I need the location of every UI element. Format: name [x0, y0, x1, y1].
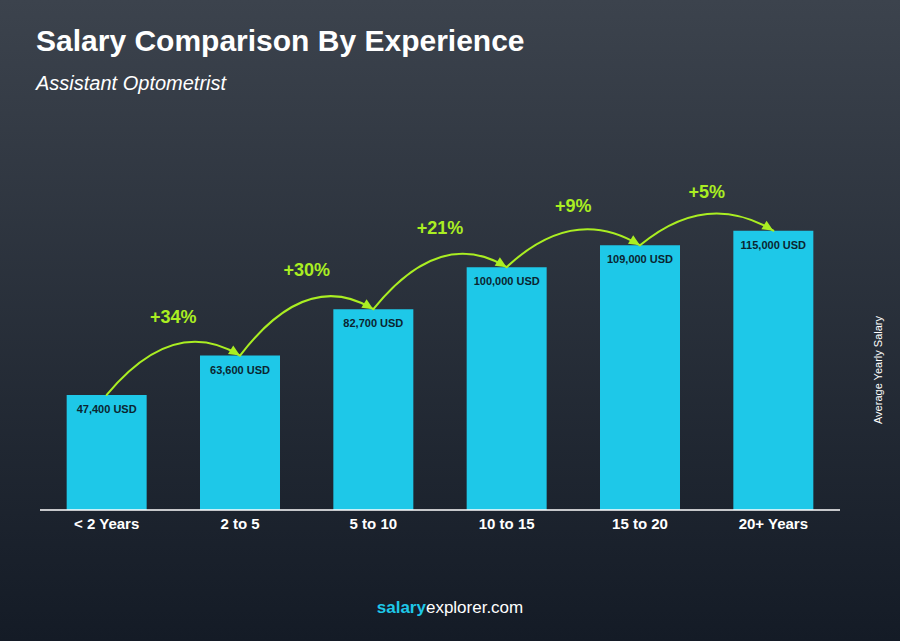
- svg-text:47,400 USD: 47,400 USD: [77, 403, 137, 415]
- svg-text:2 to 5: 2 to 5: [220, 515, 259, 532]
- svg-text:10 to 15: 10 to 15: [479, 515, 535, 532]
- html-text:Assistant Optometrist: Assistant Optometrist: [36, 72, 227, 94]
- svg-text:100,000 USD: 100,000 USD: [474, 275, 540, 287]
- svg-text:20+ Years: 20+ Years: [739, 515, 808, 532]
- svg-text:115,000 USD: 115,000 USD: [741, 239, 806, 251]
- svg-text:< 2 Years: < 2 Years: [74, 515, 139, 532]
- svg-text:109,000 USD: 109,000 USD: [607, 253, 673, 265]
- svg-text:+30%: +30%: [283, 260, 330, 280]
- svg-text:+5%: +5%: [688, 182, 725, 202]
- svg-text:+21%: +21%: [417, 218, 464, 238]
- html-text:Average Yearly Salary: Average Yearly Salary: [872, 316, 884, 424]
- html-text:salary explorer.com: salary explorer.com: [376, 598, 524, 617]
- svg-text:63,600 USD: 63,600 USD: [210, 364, 270, 376]
- svg-text:82,700 USD: 82,700 USD: [343, 317, 403, 329]
- svg-text:+9%: +9%: [555, 196, 592, 216]
- svg-text:15 to 20: 15 to 20: [612, 515, 668, 532]
- svg-text:+34%: +34%: [150, 307, 197, 327]
- html-text:Salary Comparison By Experienc: Salary Comparison By Experience: [36, 24, 525, 57]
- svg-text:5 to 10: 5 to 10: [350, 515, 398, 532]
